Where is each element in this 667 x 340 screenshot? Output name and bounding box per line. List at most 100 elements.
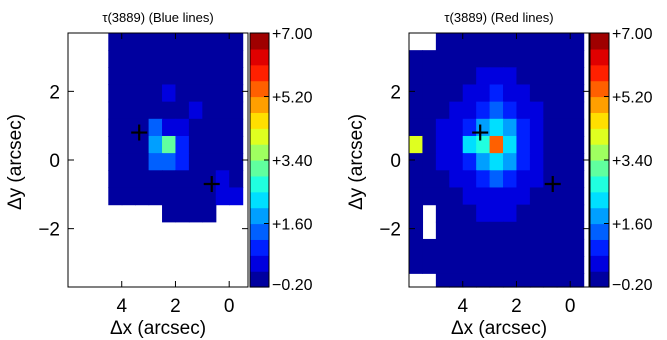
heatmap-cell bbox=[516, 135, 531, 154]
plus-marker bbox=[203, 176, 220, 193]
heatmap-cell bbox=[476, 33, 491, 51]
heatmap-cell bbox=[188, 170, 203, 189]
heatmap-cell bbox=[108, 187, 123, 206]
heatmap-cell bbox=[422, 238, 437, 257]
colorbar-segment bbox=[250, 64, 269, 82]
heatmap-cell bbox=[449, 273, 464, 288]
colorbar-segment bbox=[590, 239, 609, 256]
heatmap-cell bbox=[449, 204, 464, 223]
heatmap-cell bbox=[422, 118, 437, 137]
heatmap-cell bbox=[516, 67, 531, 86]
heatmap-cell bbox=[489, 84, 504, 103]
heatmap-cell bbox=[202, 204, 217, 223]
heatmap-cell bbox=[188, 118, 203, 137]
heatmap-cell bbox=[229, 118, 244, 137]
heatmap-cell bbox=[543, 256, 558, 274]
heatmap-cell bbox=[135, 67, 150, 86]
heatmap-cell bbox=[449, 118, 464, 137]
heatmap-cell bbox=[529, 50, 544, 68]
heatmap-cell bbox=[202, 84, 217, 103]
heatmap-cell bbox=[202, 153, 217, 171]
heatmap-cell bbox=[175, 135, 190, 154]
heatmap-cell bbox=[229, 187, 244, 206]
heatmap-cell bbox=[516, 118, 531, 137]
heatmap-cell bbox=[162, 101, 177, 120]
heatmap-cell bbox=[516, 50, 531, 68]
heatmap-cell bbox=[462, 50, 477, 68]
x-tick-label: 0 bbox=[224, 296, 235, 317]
heatmap-cell bbox=[529, 221, 544, 240]
heatmap-cell bbox=[148, 50, 163, 68]
heatmap-cell bbox=[476, 50, 491, 68]
heatmap-cell bbox=[516, 256, 531, 274]
heatmap-cell bbox=[529, 118, 544, 137]
heatmap-cell bbox=[215, 170, 230, 189]
heatmap-cell bbox=[175, 67, 190, 86]
heatmap-cell bbox=[556, 67, 571, 86]
heatmap-cell bbox=[162, 67, 177, 86]
heatmap-cell bbox=[215, 187, 230, 206]
colorbar-segment bbox=[250, 271, 269, 288]
heatmap-cell bbox=[476, 135, 491, 154]
heatmap-cell bbox=[570, 50, 585, 68]
heatmap-cell bbox=[476, 84, 491, 103]
heatmap-cell bbox=[202, 135, 217, 154]
heatmap-cell bbox=[516, 221, 531, 240]
heatmap-cell bbox=[462, 273, 477, 288]
heatmap-cell bbox=[556, 118, 571, 137]
heatmap-cell bbox=[489, 135, 504, 154]
heatmap-cell bbox=[108, 50, 123, 68]
heatmap-cell bbox=[175, 204, 190, 223]
colorbar-tick-label: +5.20 bbox=[612, 90, 653, 107]
heatmap-cell bbox=[409, 187, 424, 206]
heatmap-cell bbox=[409, 118, 424, 137]
heatmap-cell bbox=[188, 153, 203, 171]
heatmap-cell bbox=[108, 118, 123, 137]
x-axis-label: Δx (arcsec) bbox=[110, 318, 206, 339]
heatmap-cell bbox=[422, 101, 437, 120]
heatmap-cell bbox=[556, 135, 571, 154]
heatmap-cell bbox=[435, 238, 450, 257]
heatmap-cell bbox=[449, 50, 464, 68]
colorbar-segment bbox=[590, 223, 609, 240]
heatmap-cell bbox=[121, 187, 136, 206]
heatmap-cell bbox=[215, 101, 230, 120]
heatmap-cell bbox=[543, 187, 558, 206]
heatmap-cell bbox=[435, 135, 450, 154]
heatmap-cell bbox=[449, 67, 464, 86]
heatmap-cell bbox=[516, 153, 531, 171]
heatmap-cell bbox=[489, 238, 504, 257]
heatmap-cell bbox=[556, 238, 571, 257]
plus-marker bbox=[472, 124, 489, 141]
y-tick-label: 0 bbox=[49, 151, 60, 172]
colorbar: +7.00 +5.20 +3.40 +1.60 −0.20 bbox=[249, 26, 313, 294]
heatmap-cell bbox=[108, 170, 123, 189]
heatmap-cell bbox=[108, 153, 123, 171]
heatmap-cell bbox=[121, 50, 136, 68]
heatmap-cell bbox=[503, 170, 518, 189]
heatmap-cell bbox=[556, 170, 571, 189]
heatmap-cell bbox=[489, 221, 504, 240]
heatmap-cell bbox=[476, 187, 491, 206]
heatmap-cell bbox=[462, 101, 477, 120]
heatmap-cell bbox=[516, 101, 531, 120]
heatmap-cell bbox=[215, 50, 230, 68]
heatmap-cell bbox=[529, 101, 544, 120]
heatmap-cell bbox=[175, 84, 190, 103]
heatmap-cell bbox=[543, 33, 558, 51]
colorbar-segment bbox=[250, 160, 269, 177]
heatmap-cell bbox=[409, 84, 424, 103]
heatmap-cell bbox=[229, 135, 244, 154]
heatmap-cell bbox=[188, 50, 203, 68]
heatmap-cell bbox=[543, 238, 558, 257]
y-tick-label: 2 bbox=[390, 82, 401, 103]
heatmap-cell bbox=[449, 238, 464, 257]
heatmap-cell bbox=[503, 273, 518, 288]
heatmap-cell bbox=[148, 33, 163, 51]
heatmap-cell bbox=[462, 153, 477, 171]
heatmap-cell bbox=[462, 204, 477, 223]
heatmap-cell bbox=[108, 33, 123, 51]
heatmap-cell bbox=[409, 170, 424, 189]
heatmap-cell bbox=[489, 33, 504, 51]
